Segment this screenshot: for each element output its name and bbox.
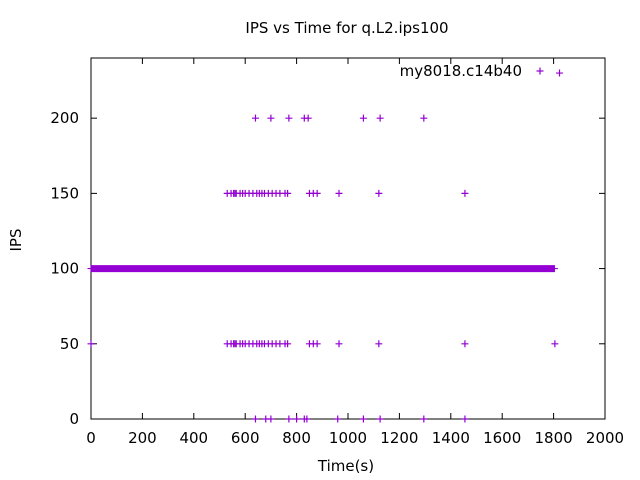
data-point: [251, 415, 259, 423]
x-tick-label: 200: [128, 429, 157, 447]
data-point: [376, 415, 384, 423]
y-tick-label: 200: [50, 109, 79, 127]
data-points: [87, 69, 564, 423]
dense-data-rows: [87, 265, 558, 273]
legend-entry-label: my8018.c14b40: [400, 62, 522, 80]
data-point: [375, 340, 383, 348]
x-tick-label: 600: [231, 429, 260, 447]
data-point: [461, 189, 469, 197]
data-point: [313, 189, 321, 197]
data-point: [375, 189, 383, 197]
data-point: [461, 340, 469, 348]
y-tick-label: 150: [50, 184, 79, 202]
data-point: [267, 415, 275, 423]
x-tick-label: 1200: [380, 429, 418, 447]
data-point: [284, 189, 292, 197]
x-tick-label: 1600: [483, 429, 521, 447]
legend-entry-marker: [536, 67, 544, 75]
data-point: [420, 415, 428, 423]
x-tick-label: 0: [86, 429, 96, 447]
data-point: [251, 114, 259, 122]
data-point: [303, 415, 311, 423]
data-point: [267, 114, 275, 122]
x-tick-label: 800: [282, 429, 311, 447]
x-axis-label: Time(s): [317, 457, 374, 475]
y-axis-ticks: 0 50 100 150 200: [50, 109, 605, 428]
y-tick-label: 0: [69, 410, 79, 428]
dense-row-markers: [87, 265, 558, 273]
data-point: [359, 415, 367, 423]
data-point: [293, 415, 301, 423]
data-point: [304, 114, 312, 122]
data-point: [359, 114, 367, 122]
data-point: [335, 189, 343, 197]
y-axis-label: IPS: [7, 229, 25, 252]
x-tick-label: 1400: [432, 429, 470, 447]
data-point: [551, 340, 559, 348]
data-point: [461, 415, 469, 423]
data-point: [313, 340, 321, 348]
x-tick-label: 1800: [535, 429, 573, 447]
plot-frame: [90, 57, 606, 420]
y-tick-label: 100: [50, 260, 79, 278]
y-tick-label: 50: [60, 335, 79, 353]
chart-title: IPS vs Time for q.L2.ips100: [245, 19, 448, 37]
data-point: [376, 114, 384, 122]
data-point: [334, 415, 342, 423]
x-tick-label: 1000: [329, 429, 367, 447]
x-tick-label: 400: [179, 429, 208, 447]
data-point: [284, 340, 292, 348]
data-point: [420, 114, 428, 122]
x-tick-label: 2000: [586, 429, 624, 447]
data-point: [285, 114, 293, 122]
legend: my8018.c14b40: [400, 62, 544, 80]
x-axis-ticks: 0 200 400 600 800 1000 1200 1400 1600 1800 2000: [86, 58, 624, 447]
data-point: [556, 69, 564, 77]
data-point: [335, 340, 343, 348]
data-point: [87, 340, 95, 348]
data-point: [285, 415, 293, 423]
